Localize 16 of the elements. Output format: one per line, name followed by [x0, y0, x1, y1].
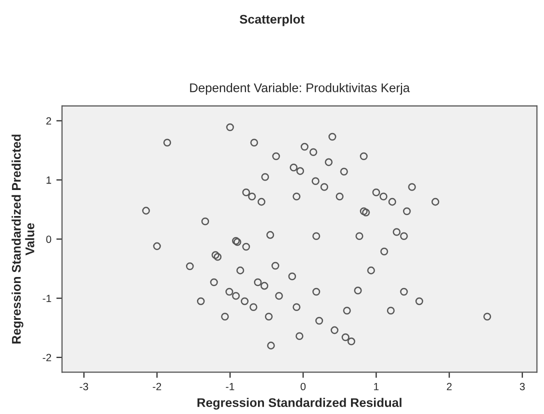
- y-tick-label: 0: [46, 236, 52, 243]
- x-tick-label: -3: [80, 382, 88, 390]
- y-tick-label: -2: [42, 354, 52, 362]
- x-tick-label: 0: [300, 382, 306, 390]
- x-tick-label: 3: [520, 382, 525, 390]
- chart-title: Scatterplot: [240, 14, 304, 26]
- y-tick-label: 2: [46, 117, 52, 125]
- y-tick-label: -1: [42, 294, 52, 302]
- y-axis-title: Regression Standardized Predicted Value: [12, 134, 34, 344]
- x-axis-title: Regression Standardized Residual: [198, 398, 402, 410]
- chart-subtitle: Dependent Variable: Produktivitas Kerja: [190, 83, 410, 95]
- x-tick-label: -1: [226, 382, 234, 390]
- x-tick-label: 2: [446, 382, 452, 390]
- y-tick-label: 1: [46, 176, 52, 184]
- x-tick-label: 1: [374, 382, 379, 390]
- x-tick-label: -2: [152, 382, 162, 390]
